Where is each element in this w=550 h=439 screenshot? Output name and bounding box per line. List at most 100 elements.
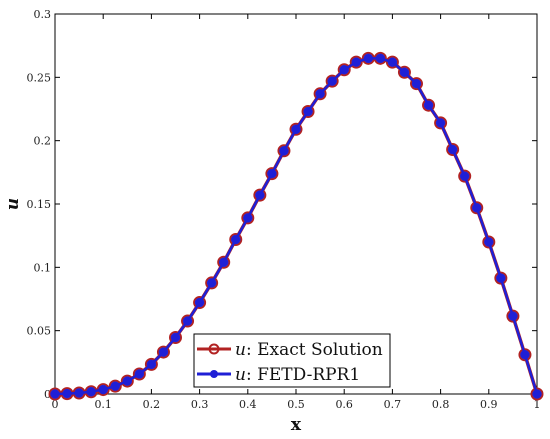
data-point (122, 376, 133, 386)
data-point (50, 389, 60, 399)
data-point (303, 106, 313, 117)
data-point (349, 55, 363, 69)
data-point (146, 359, 157, 370)
x-tick-label: 0.1 (94, 398, 112, 411)
data-point (74, 388, 84, 398)
legend-label-fetd: u: FETD-RPR1 (235, 365, 360, 385)
legend-var-exact: u (235, 340, 246, 360)
data-point (315, 89, 325, 99)
x-tick-label: 0.9 (480, 398, 498, 411)
data-point (446, 143, 460, 157)
data-point (397, 65, 411, 79)
data-point (241, 211, 255, 225)
y-tick-label: 0 (44, 388, 51, 401)
data-point (508, 311, 518, 321)
data-point (518, 348, 532, 362)
data-point (193, 296, 207, 310)
data-point (434, 116, 448, 130)
x-tick-label: 1 (534, 398, 541, 411)
data-point (435, 118, 446, 128)
legend: u: Exact Solution u: FETD-RPR1 (193, 333, 391, 388)
data-point (301, 105, 315, 119)
data-point (108, 379, 122, 393)
data-point (110, 381, 120, 391)
data-point (182, 316, 193, 326)
data-point (422, 98, 436, 112)
data-point (277, 144, 291, 158)
data-point (120, 374, 134, 388)
legend-label-exact: u: Exact Solution (235, 340, 383, 360)
data-point (253, 188, 267, 202)
data-point (411, 78, 422, 89)
data-point (459, 171, 470, 181)
data-point (170, 332, 181, 343)
data-point (313, 87, 327, 101)
x-tick-label: 0.8 (432, 398, 450, 411)
data-point (134, 369, 145, 379)
data-point (181, 314, 195, 328)
y-axis-ticks: 0 0.05 0.1 0.15 0.2 0.25 0.3 (27, 8, 537, 401)
y-tick-label: 0.2 (34, 135, 52, 148)
legend-marker-exact (208, 343, 220, 355)
series-layer (48, 51, 544, 401)
data-point (267, 168, 277, 179)
data-point (520, 349, 530, 360)
x-tick-label: 0.4 (239, 398, 257, 411)
x-tick-label: 0.6 (335, 398, 353, 411)
data-point (291, 124, 301, 135)
series-fetd-rpr1 (50, 53, 542, 399)
data-point (156, 345, 170, 359)
data-point (279, 146, 289, 156)
data-point (447, 144, 458, 155)
data-point (399, 67, 410, 78)
data-point (169, 331, 182, 345)
data-point (206, 278, 217, 288)
plot-area (54, 13, 538, 395)
data-point (363, 53, 374, 64)
data-point (351, 57, 361, 67)
data-point (494, 271, 508, 285)
legend-text-exact: : Exact Solution (246, 340, 383, 360)
y-tick-label: 0.1 (34, 261, 52, 274)
data-point (484, 237, 494, 247)
x-tick-label: 0.7 (384, 398, 402, 411)
legend-var-fetd: u (235, 365, 246, 385)
data-point (472, 203, 482, 213)
y-tick-label: 0.05 (27, 325, 52, 338)
legend-marker-fetd (210, 370, 218, 378)
data-point (532, 389, 542, 399)
y-tick-label: 0.3 (34, 8, 52, 21)
data-point (337, 63, 351, 77)
y-tick-label: 0.15 (27, 198, 52, 211)
data-point (458, 169, 472, 183)
data-point (86, 386, 96, 397)
data-point (375, 53, 386, 64)
data-point (496, 273, 506, 283)
data-point (325, 74, 339, 88)
data-point (255, 190, 265, 200)
data-point (506, 309, 520, 323)
x-tick-label: 0 (52, 398, 59, 411)
data-point (385, 55, 399, 69)
data-point (387, 57, 398, 67)
data-point (205, 276, 219, 290)
data-point (410, 77, 423, 91)
x-tick-label: 0.5 (287, 398, 305, 411)
data-point (218, 257, 229, 268)
data-point (530, 387, 544, 401)
data-point (289, 122, 303, 136)
legend-entry-exact: u: Exact Solution (197, 340, 383, 360)
data-point (470, 201, 484, 215)
data-point (327, 76, 337, 86)
x-tick-label: 0.2 (143, 398, 161, 411)
x-axis-title: x (291, 415, 302, 435)
data-point (132, 367, 146, 381)
data-point (482, 235, 496, 249)
data-point (62, 388, 72, 399)
data-point (423, 100, 434, 110)
data-point (98, 384, 108, 395)
x-axis-ticks: 0 0.1 0.2 0.3 0.4 0.5 0.6 0.7 0.8 0.9 1 (52, 14, 541, 411)
data-point (158, 347, 169, 357)
data-point (144, 357, 158, 371)
data-point (217, 255, 231, 269)
